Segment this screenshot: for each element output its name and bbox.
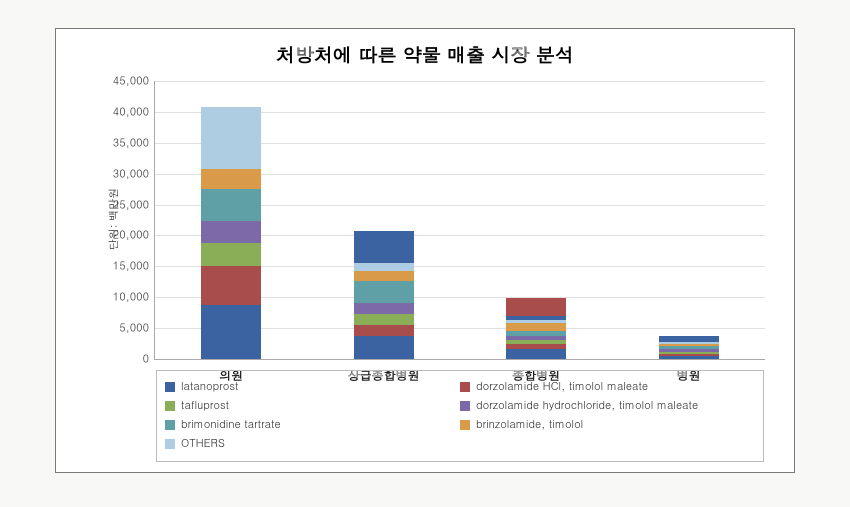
y-tick-label: 40,000	[113, 104, 149, 119]
bar-segment	[354, 303, 414, 314]
bar-segment	[201, 266, 261, 304]
legend-item: brimonidine tartrate	[165, 417, 460, 432]
bar-segment	[201, 221, 261, 243]
legend-item: latanoprost	[165, 379, 460, 394]
bar-segment	[354, 231, 414, 263]
legend-label: latanoprost	[181, 379, 239, 394]
y-tick-label: 0	[143, 352, 149, 367]
y-tick-label: 25,000	[113, 197, 149, 212]
bar-segment	[506, 298, 566, 316]
legend-swatch	[165, 382, 175, 392]
bar-segment	[506, 349, 566, 360]
legend-label: brinzolamide, timolol	[476, 417, 583, 432]
legend-label: tafluprost	[181, 398, 229, 413]
bar-segment	[201, 243, 261, 266]
y-tick-label: 15,000	[113, 259, 149, 274]
legend-label: dorzolamide hydrochloride, timolol malea…	[476, 398, 698, 413]
legend: latanoprost dorzolamide HCl, timolol male…	[156, 370, 764, 462]
y-tick-label: 30,000	[113, 166, 149, 181]
legend-swatch	[460, 420, 470, 430]
legend-swatch	[165, 420, 175, 430]
plot-area-wrap: 05,00010,00015,00020,00025,00030,00035,0…	[154, 81, 764, 359]
legend-swatch	[460, 401, 470, 411]
legend-item: dorzolamide HCl, timolol maleate	[460, 379, 755, 394]
legend-swatch	[165, 401, 175, 411]
bar-segment	[201, 305, 261, 359]
plot-area: 05,00010,00015,00020,00025,00030,00035,0…	[154, 81, 765, 360]
bar-segment	[354, 281, 414, 304]
legend-label: brimonidine tartrate	[181, 417, 281, 432]
bar-segment	[201, 189, 261, 221]
bar-segment	[354, 325, 414, 336]
legend-label: dorzolamide HCl, timolol maleate	[476, 379, 648, 394]
legend-swatch	[165, 439, 175, 449]
bar-segment	[354, 314, 414, 325]
chart-frame: 처방처에 따른 약물 매출 시장 분석 단위: 백만원 05,00010,000…	[55, 28, 795, 473]
gridline	[155, 81, 765, 82]
bar-segment	[659, 356, 719, 359]
legend-swatch	[460, 382, 470, 392]
legend-item: OTHERS	[165, 436, 460, 451]
bar-segment	[354, 336, 414, 359]
y-tick-label: 35,000	[113, 135, 149, 150]
chart-title: 처방처에 따른 약물 매출 시장 분석	[56, 41, 794, 68]
y-tick-label: 5,000	[119, 321, 149, 336]
bar-segment	[201, 107, 261, 169]
bar-segment	[659, 336, 719, 343]
bar-segment	[354, 271, 414, 281]
y-tick-label: 45,000	[113, 74, 149, 89]
y-tick-label: 20,000	[113, 228, 149, 243]
bar-segment	[354, 263, 414, 271]
legend-label: OTHERS	[181, 436, 225, 451]
bar-column: 의원	[201, 107, 261, 359]
y-tick-label: 10,000	[113, 290, 149, 305]
legend-item: dorzolamide hydrochloride, timolol malea…	[460, 398, 755, 413]
bar-column: 상급종합병원	[354, 231, 414, 359]
bar-segment	[201, 169, 261, 189]
bar-segment	[506, 323, 566, 331]
bar-column: 종합병원	[506, 298, 566, 359]
bar-column: 병원	[659, 336, 719, 359]
legend-item: brinzolamide, timolol	[460, 417, 755, 432]
legend-item: tafluprost	[165, 398, 460, 413]
